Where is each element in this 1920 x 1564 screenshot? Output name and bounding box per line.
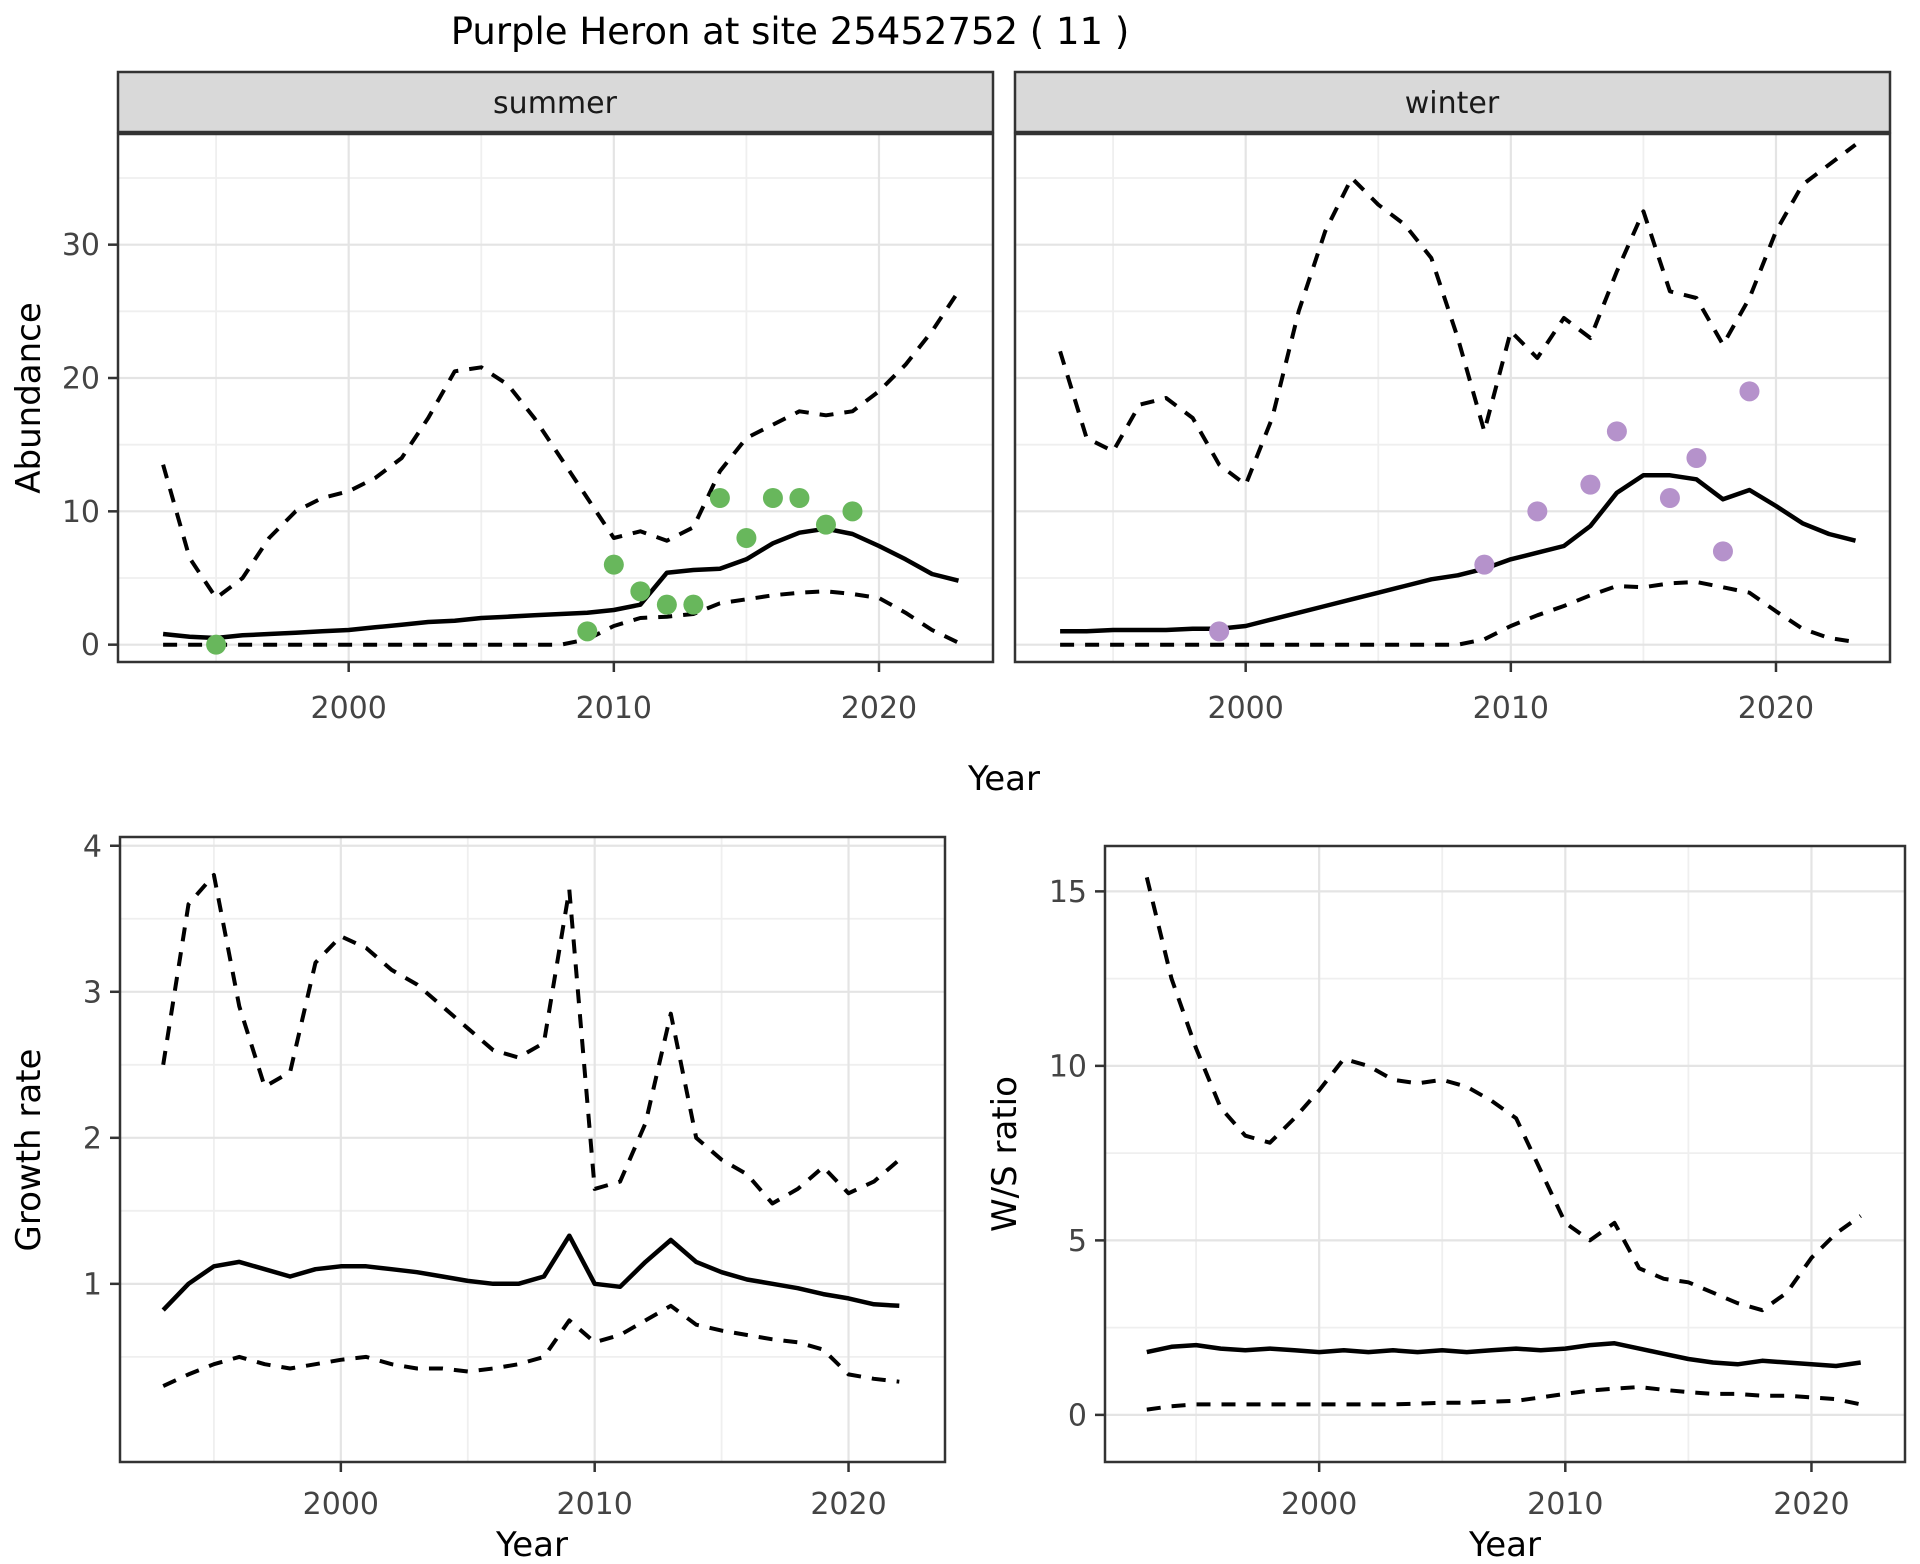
x-axis-title-year-ws: Year (1468, 1525, 1541, 1560)
data-point-observed-counts-summer (656, 594, 677, 615)
data-point-observed-counts-summer (683, 594, 704, 615)
x-tick-label: 2020 (810, 1487, 886, 1522)
x-tick-label: 2010 (557, 1487, 633, 1522)
x-tick-label: 2010 (576, 691, 652, 726)
data-point-observed-counts-winter (1606, 421, 1627, 442)
data-point-observed-counts-summer (603, 554, 624, 575)
series-line-lower_ci (163, 589, 960, 647)
series-line-lower_ci (1146, 1385, 1862, 1412)
x-tick-label: 2000 (1281, 1487, 1357, 1522)
y-tick-label: 30 (62, 228, 100, 263)
data-point-observed-counts-summer (762, 488, 783, 508)
y-tick-label: 4 (83, 829, 102, 864)
panel-abundance-summer: 2000 2010 2020 0 10 20 30 (62, 132, 995, 726)
facet-strip-winter: winter (1013, 70, 1892, 134)
data-point-observed-counts-summer (842, 501, 863, 522)
panel-abundance-winter: 2000 2010 2020 (1013, 132, 1892, 726)
panel-border (1013, 132, 1892, 664)
y-tick-label: 0 (81, 628, 100, 663)
data-point-observed-counts-winter (1739, 381, 1760, 402)
data-point-observed-counts-winter (1580, 474, 1601, 495)
data-point-observed-counts-summer (630, 581, 651, 602)
x-tick-label: 2020 (841, 691, 917, 726)
x-tick-label: 2010 (1473, 691, 1549, 726)
y-tick-label: 5 (1068, 1224, 1087, 1259)
x-tick-label: 2000 (1208, 691, 1284, 726)
series-line-median (1146, 1341, 1862, 1369)
data-point-observed-counts-winter (1712, 541, 1733, 562)
data-point-observed-counts-winter (1659, 488, 1680, 508)
series-line-median (1060, 473, 1857, 634)
panel-border (1103, 844, 1907, 1464)
facet-strip-summer: summer (116, 70, 995, 134)
panel-border (118, 835, 947, 1464)
y-tick-label: 0 (1068, 1398, 1087, 1433)
series-line-lower_ci (162, 1303, 900, 1388)
facet-strip-summer-bg (116, 70, 995, 134)
x-tick-label: 2010 (1527, 1487, 1603, 1522)
series-line-median (161, 1233, 900, 1312)
x-tick-label: 2020 (1738, 691, 1814, 726)
panel-ws-ratio: 2000 2010 2020 0 5 10 15 (1049, 844, 1907, 1522)
y-tick-label: 15 (1049, 875, 1087, 910)
data-point-observed-counts-winter (1686, 448, 1707, 468)
y-axis-title-growth-rate: Growth rate (9, 1049, 49, 1252)
y-tick-label: 10 (62, 495, 100, 530)
y-axis-title-ws-ratio: W/S ratio (985, 1076, 1025, 1232)
x-tick-label: 2000 (303, 1487, 379, 1522)
panel-background (1015, 134, 1890, 662)
data-point-observed-counts-winter (1527, 501, 1548, 522)
data-point-observed-counts-winter (1209, 621, 1230, 642)
y-tick-label: 2 (83, 1121, 102, 1156)
y-axis-title-abundance: Abundance (9, 302, 49, 494)
series-line-lower_ci (1060, 580, 1856, 647)
panel-background (120, 837, 945, 1462)
data-point-observed-counts-summer (736, 528, 757, 548)
data-point-observed-counts-summer (789, 488, 810, 508)
x-axis-title-year-growth: Year (495, 1525, 568, 1560)
series-line-upper_ci (1144, 876, 1862, 1313)
y-tick-label: 3 (83, 975, 102, 1010)
panel-growth-rate: 2000 2010 2020 1 2 3 4 (83, 829, 947, 1522)
panel-background (118, 134, 993, 662)
data-point-observed-counts-summer (577, 621, 598, 642)
data-point-observed-counts-summer (206, 634, 227, 655)
data-point-observed-counts-summer (815, 514, 836, 535)
y-tick-label: 1 (83, 1267, 102, 1302)
facet-strip-label-summer: summer (493, 86, 618, 121)
x-tick-label: 2020 (1773, 1487, 1849, 1522)
series-line-upper_ci (161, 873, 901, 1206)
facet-strip-label-winter: winter (1405, 86, 1500, 121)
y-tick-label: 10 (1049, 1049, 1087, 1084)
series-line-upper_ci (161, 290, 961, 600)
figure-title: Purple Heron at site 25452752 ( 11 ) (451, 10, 1130, 53)
data-point-observed-counts-summer (709, 488, 730, 508)
x-tick-label: 2000 (311, 691, 387, 726)
panel-border (116, 132, 995, 664)
facet-strip-winter-bg (1013, 70, 1892, 134)
y-tick-label: 20 (62, 362, 100, 397)
x-axis-title-year-top: Year (967, 759, 1040, 799)
data-point-observed-counts-winter (1474, 554, 1495, 575)
series-line-upper_ci (1058, 143, 1857, 487)
